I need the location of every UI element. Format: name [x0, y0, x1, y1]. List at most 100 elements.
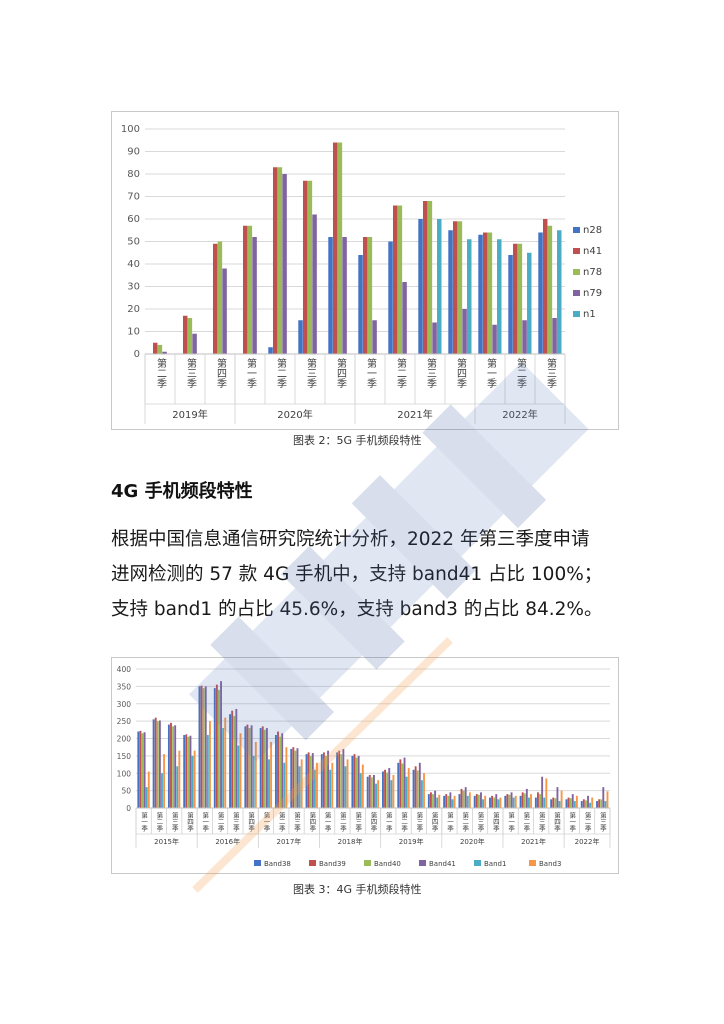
bar-band38	[167, 724, 170, 808]
bar-band39	[384, 769, 387, 808]
bar-band3	[193, 750, 196, 808]
bar-band1	[405, 776, 408, 808]
figure-caption-4g: 图表 3：4G 手机频段特性	[293, 883, 422, 896]
bar-n78	[367, 237, 373, 354]
bar-band38	[550, 799, 553, 808]
bar-band39	[292, 747, 295, 808]
bar-band40	[279, 736, 282, 808]
x-category-label: 第二季	[216, 811, 224, 833]
x-category-label: 第二季	[583, 811, 591, 833]
x-category-label: 第三季	[185, 357, 197, 389]
bar-band39	[246, 724, 249, 808]
bar-band41	[403, 757, 406, 808]
bar-band39	[215, 684, 218, 808]
bar-band3	[224, 717, 227, 808]
bar-band3	[331, 762, 334, 808]
bar-band41	[418, 762, 421, 808]
bar-n79	[372, 320, 377, 354]
x-category-label: 第四季	[247, 811, 255, 833]
legend-label: Band3	[539, 860, 561, 868]
bar-band39	[429, 792, 432, 808]
bar-band41	[525, 788, 528, 808]
x-category-label: 第二季	[400, 811, 408, 833]
legend-swatch	[573, 248, 580, 254]
bar-band39	[506, 794, 509, 808]
bar-band39	[414, 766, 417, 808]
y-tick-label: 30	[127, 282, 140, 293]
legend-swatch	[419, 860, 426, 866]
x-category-label: 第四季	[186, 811, 194, 833]
bar-n78	[217, 241, 223, 354]
bar-band1	[466, 795, 469, 808]
x-category-label: 第三季	[293, 811, 301, 833]
bar-band3	[560, 790, 563, 808]
bar-n78	[187, 318, 193, 354]
figure-caption-5g: 图表 2：5G 手机频段特性	[293, 434, 422, 447]
bar-n78	[337, 142, 343, 354]
bar-band38	[519, 795, 522, 808]
bar-band1	[589, 802, 592, 808]
bar-band38	[412, 769, 415, 808]
bar-band41	[480, 792, 482, 808]
bar-band41	[296, 748, 299, 808]
x-category-label: 第三季	[231, 811, 239, 833]
y-tick-label: 70	[127, 192, 140, 203]
x-category-label: 第四季	[430, 811, 438, 833]
y-tick-label: 10	[127, 327, 140, 338]
bar-n41	[482, 232, 488, 354]
bar-band40	[386, 772, 389, 808]
x-group-label: 2022年	[502, 408, 537, 421]
x-category-label: 第二季	[155, 811, 163, 833]
x-category-label: 第一季	[507, 811, 515, 833]
bar-band41	[357, 755, 360, 808]
bar-n79	[252, 237, 257, 354]
bar-band38	[137, 731, 140, 808]
bar-band41	[174, 725, 177, 808]
bar-band40	[447, 795, 450, 808]
bar-band3	[270, 741, 273, 808]
bar-band41	[342, 748, 345, 808]
bar-band38	[336, 752, 339, 808]
bar-band3	[392, 774, 395, 808]
bar-band3	[499, 797, 502, 808]
legend-swatch	[474, 860, 481, 866]
bar-band1	[268, 759, 270, 808]
legend-swatch	[573, 311, 580, 317]
section-paragraph: 根据中国信息通信研究院统计分析，2022 年第三季度申请 进网检测的 57 款 …	[111, 522, 631, 627]
bar-n79	[342, 237, 347, 354]
bar-band38	[443, 795, 446, 808]
bar-band41	[602, 787, 605, 808]
bar-band38	[427, 794, 430, 808]
bar-n78	[457, 221, 463, 354]
x-category-label: 第二季	[277, 811, 285, 833]
legend-label: n79	[583, 288, 602, 299]
x-category-label: 第二季	[275, 357, 287, 389]
bar-band1	[436, 797, 439, 808]
legend-label: n41	[583, 246, 602, 257]
x-category-label: 第二季	[461, 811, 469, 833]
bar-band38	[534, 797, 537, 808]
x-category-label: 第四季	[491, 811, 499, 833]
x-category-label: 第一季	[245, 357, 257, 389]
chart-4g-bands: 050100150200250300350400第一季 第二季 第三季 第四季 第一季第…	[117, 665, 611, 868]
bar-band3	[254, 741, 257, 808]
bar-n28	[328, 237, 333, 354]
bar-band39	[537, 792, 539, 808]
bar-band39	[552, 797, 555, 808]
x-category-label: 第三季	[170, 811, 178, 833]
y-tick-label: 0	[134, 349, 140, 360]
bar-band3	[453, 795, 456, 808]
x-category-label: 第一季	[568, 811, 576, 833]
bar-band40	[462, 790, 465, 808]
bar-band40	[294, 750, 297, 808]
bar-band1	[497, 799, 500, 808]
bar-band39	[353, 754, 356, 808]
legend-label: Band39	[319, 860, 346, 868]
bar-band40	[187, 736, 190, 808]
bar-band39	[368, 774, 371, 808]
x-category-label: 第四季	[308, 811, 316, 833]
bar-band40	[340, 754, 343, 808]
legend-label: Band41	[429, 860, 456, 868]
x-category-label: 第二季	[515, 357, 527, 389]
bar-band41	[327, 750, 330, 808]
